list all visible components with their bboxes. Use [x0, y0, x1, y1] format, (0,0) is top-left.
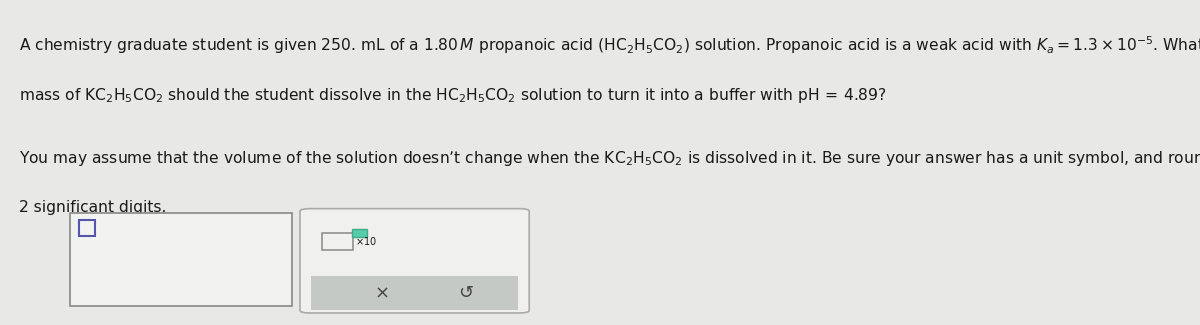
FancyBboxPatch shape	[300, 209, 529, 313]
Bar	[352, 229, 367, 237]
Text: mass of $\mathrm{KC_2H_5CO_2}$ should the student dissolve in the $\mathrm{HC_2H: mass of $\mathrm{KC_2H_5CO_2}$ should th…	[19, 86, 887, 105]
Text: A chemistry graduate student is given 250. mL of a 1.80$\,M$ propanoic acid $\le: A chemistry graduate student is given 25…	[19, 34, 1200, 56]
Text: You may assume that the volume of the solution doesn’t change when the $\mathrm{: You may assume that the volume of the so…	[19, 150, 1200, 168]
Bar	[322, 233, 353, 250]
Text: ↺: ↺	[458, 284, 473, 303]
Text: ×: ×	[374, 284, 389, 303]
Bar	[79, 220, 95, 236]
Bar	[70, 213, 292, 306]
Text: 2 significant digits.: 2 significant digits.	[19, 200, 167, 215]
Bar	[311, 276, 518, 310]
Text: $\times$10: $\times$10	[355, 236, 377, 247]
